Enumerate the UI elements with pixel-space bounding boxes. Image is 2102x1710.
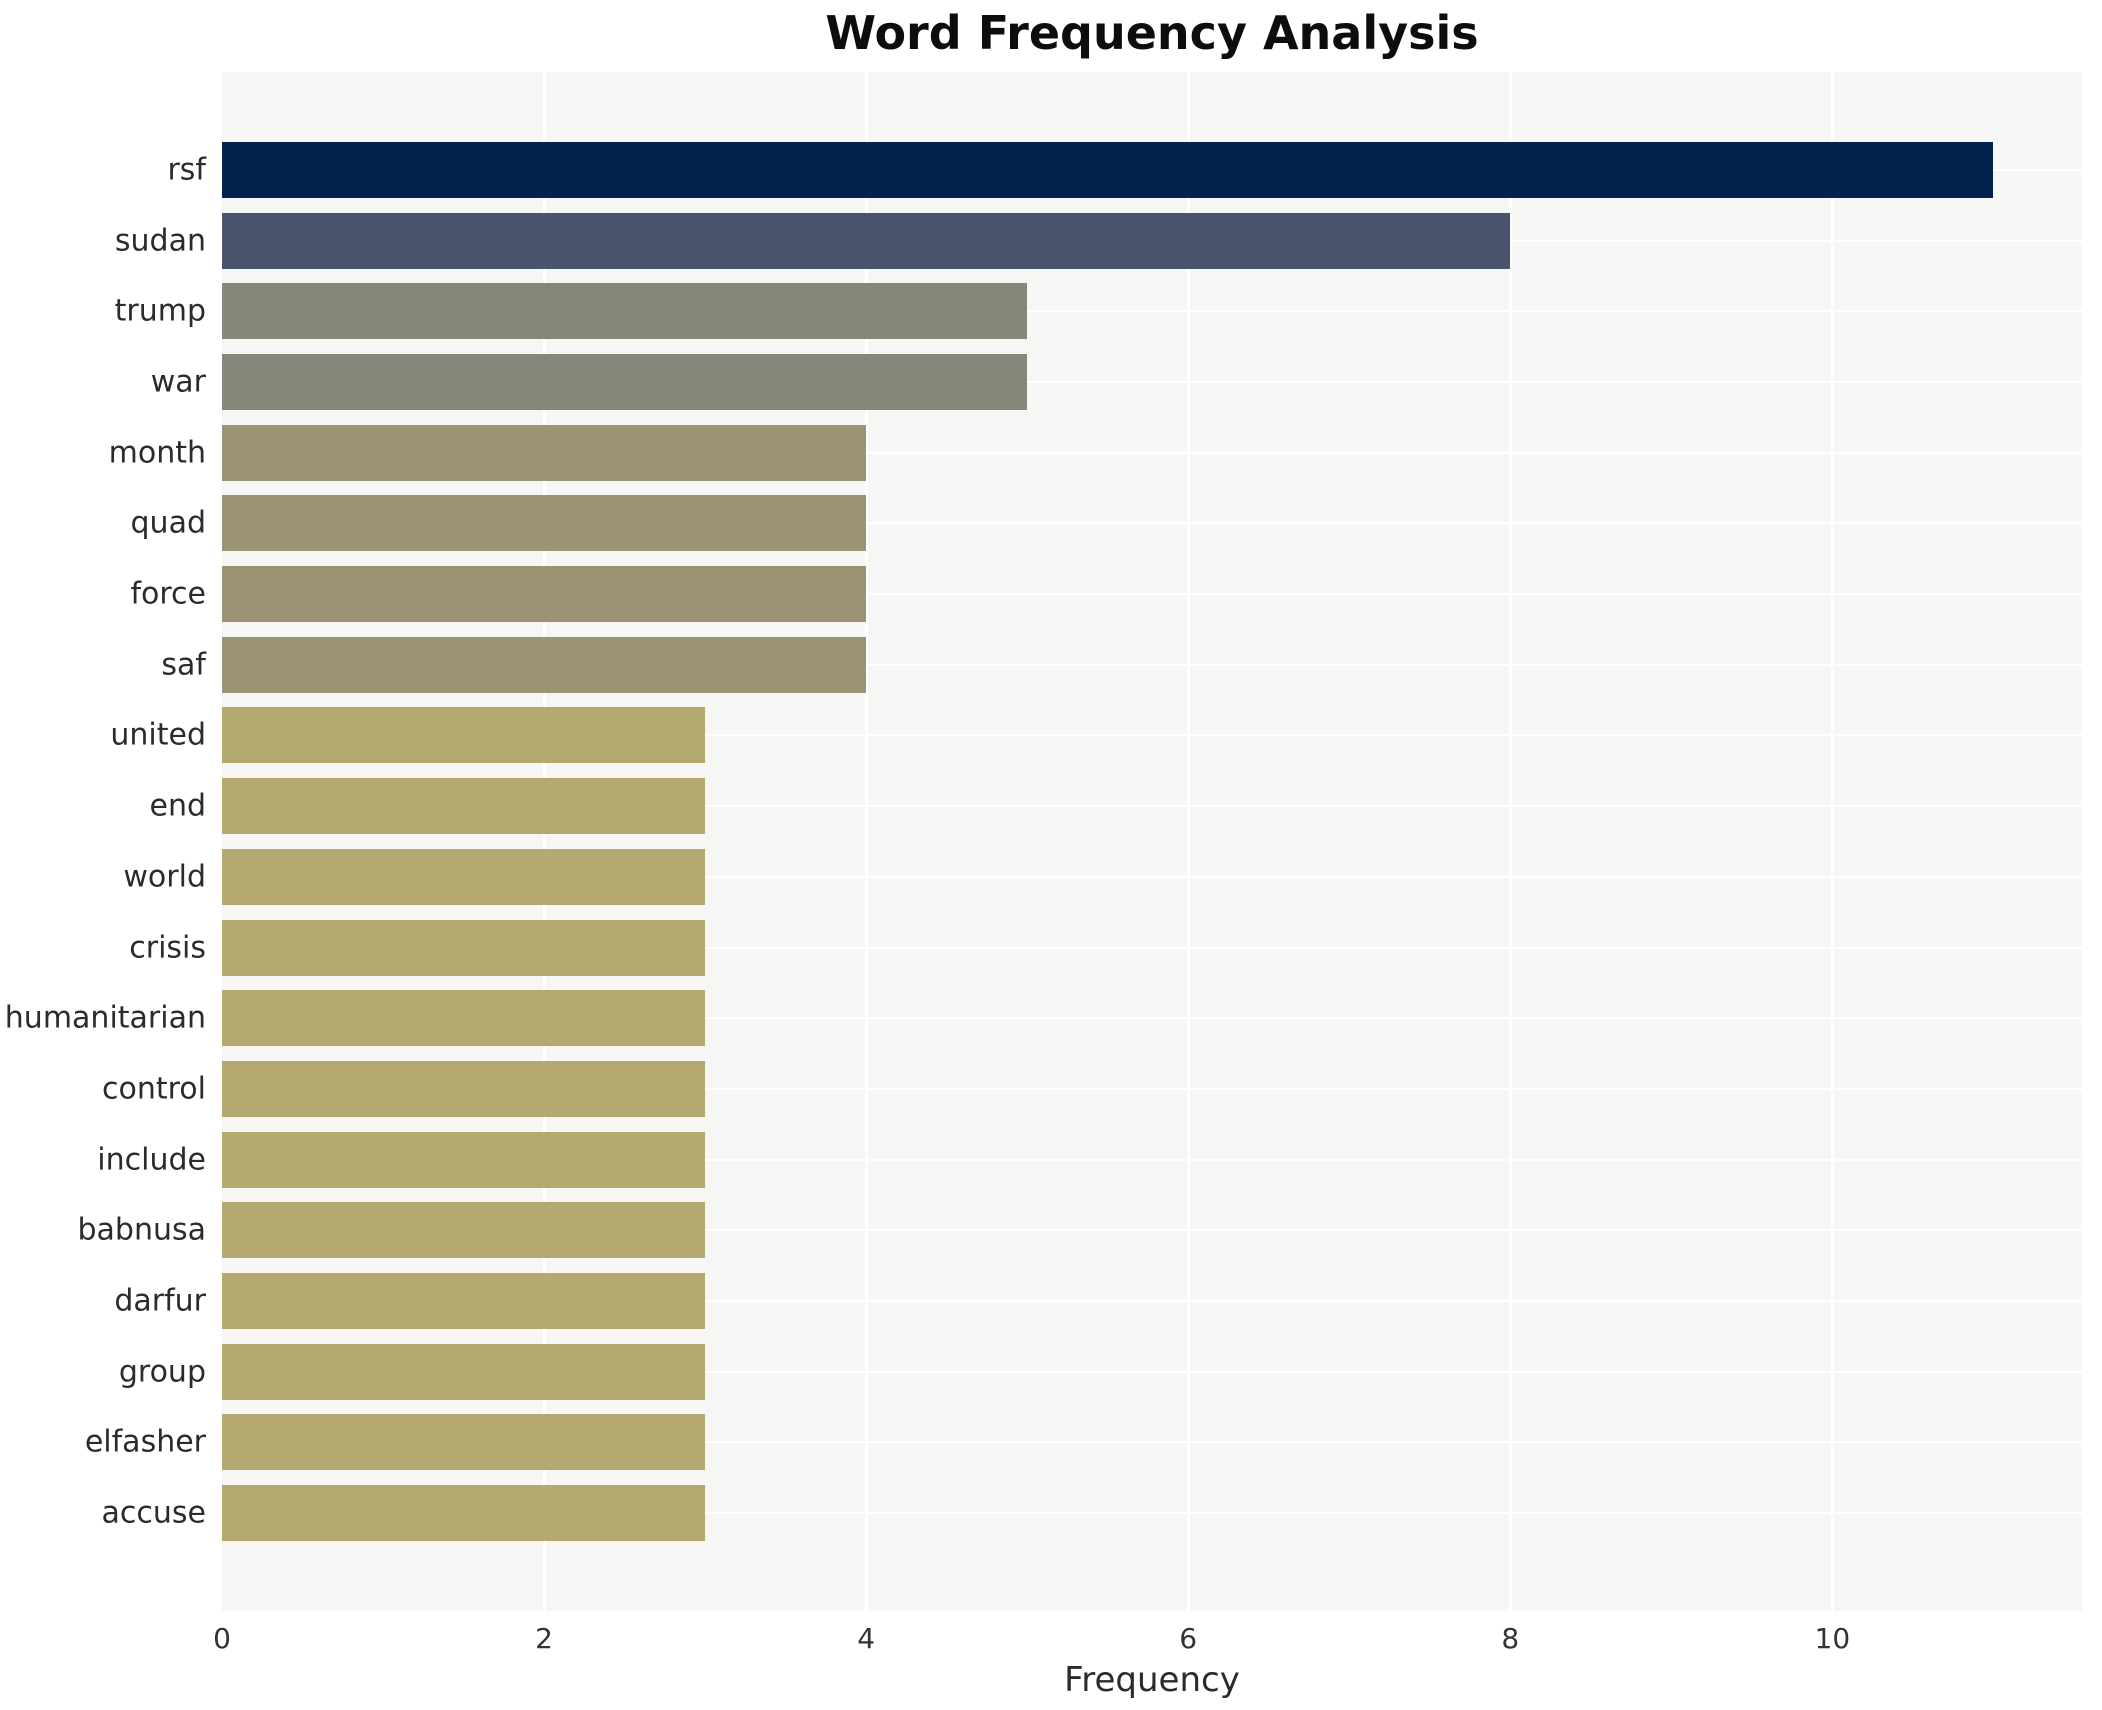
y-label-force: force <box>130 576 206 612</box>
y-label-humanitarian: humanitarian <box>4 1000 206 1036</box>
bar-include <box>222 1131 706 1188</box>
horizontal-gridline <box>222 1229 2082 1232</box>
x-tick-label-0: 0 <box>213 1622 231 1655</box>
horizontal-gridline <box>222 875 2082 878</box>
horizontal-gridline <box>222 1441 2082 1444</box>
y-label-war: war <box>150 364 206 400</box>
y-label-sudan: sudan <box>114 223 206 259</box>
horizontal-gridline <box>222 1370 2082 1373</box>
bar-sudan <box>222 212 1511 269</box>
y-label-darfur: darfur <box>114 1283 206 1319</box>
bar-rsf <box>222 142 1994 198</box>
y-label-trump: trump <box>114 293 206 329</box>
bar-elfasher <box>222 1414 706 1471</box>
horizontal-gridline <box>222 805 2082 808</box>
horizontal-gridline <box>222 310 2082 313</box>
y-label-month: month <box>108 435 206 471</box>
bar-accuse <box>222 1485 706 1541</box>
bar-trump <box>222 283 1028 340</box>
x-axis-title: Frequency <box>1064 1660 1240 1700</box>
bar-world <box>222 848 706 905</box>
bar-group <box>222 1343 706 1400</box>
bar-end <box>222 778 706 835</box>
y-label-end: end <box>149 788 206 824</box>
bar-darfur <box>222 1272 706 1329</box>
bar-babnusa <box>222 1202 706 1259</box>
chart-title: Word Frequency Analysis <box>825 6 1479 60</box>
bar-force <box>222 566 867 623</box>
x-tick-label-10: 10 <box>1814 1622 1851 1655</box>
horizontal-gridline <box>222 451 2082 454</box>
horizontal-gridline <box>222 663 2082 666</box>
bar-control <box>222 1060 706 1117</box>
y-label-include: include <box>97 1142 206 1178</box>
y-label-world: world <box>123 859 206 895</box>
plot-area <box>222 72 2082 1611</box>
horizontal-gridline <box>222 593 2082 596</box>
y-label-control: control <box>102 1071 206 1107</box>
y-label-united: united <box>110 717 206 753</box>
y-label-saf: saf <box>161 647 206 683</box>
vertical-gridline-6 <box>1186 72 1190 1611</box>
x-tick-label-2: 2 <box>535 1622 553 1655</box>
y-label-group: group <box>118 1354 206 1390</box>
bar-saf <box>222 636 867 693</box>
horizontal-gridline <box>222 1512 2082 1514</box>
vertical-gridline-2 <box>542 72 546 1611</box>
bar-crisis <box>222 919 706 976</box>
horizontal-gridline <box>222 1087 2082 1090</box>
x-tick-label-8: 8 <box>1501 1622 1520 1655</box>
vertical-gridline-4 <box>864 72 868 1611</box>
bar-month <box>222 424 867 481</box>
y-label-quad: quad <box>130 505 206 541</box>
y-label-elfasher: elfasher <box>84 1424 206 1460</box>
bar-united <box>222 707 706 764</box>
horizontal-gridline <box>222 381 2082 384</box>
horizontal-gridline <box>222 1158 2082 1161</box>
y-label-accuse: accuse <box>101 1495 206 1531</box>
horizontal-gridline <box>222 1299 2082 1302</box>
y-label-rsf: rsf <box>167 152 206 188</box>
horizontal-gridline <box>222 1017 2082 1020</box>
vertical-gridline-8 <box>1508 72 1512 1611</box>
x-tick-label-6: 6 <box>1179 1622 1198 1655</box>
bar-quad <box>222 495 867 552</box>
y-label-babnusa: babnusa <box>77 1212 206 1248</box>
y-label-crisis: crisis <box>129 930 206 966</box>
x-tick-label-4: 4 <box>857 1622 876 1655</box>
horizontal-gridline <box>222 522 2082 525</box>
horizontal-gridline <box>222 734 2082 737</box>
horizontal-gridline <box>222 946 2082 949</box>
bar-war <box>222 354 1028 411</box>
vertical-gridline-10 <box>1830 72 1834 1611</box>
bar-humanitarian <box>222 990 706 1047</box>
